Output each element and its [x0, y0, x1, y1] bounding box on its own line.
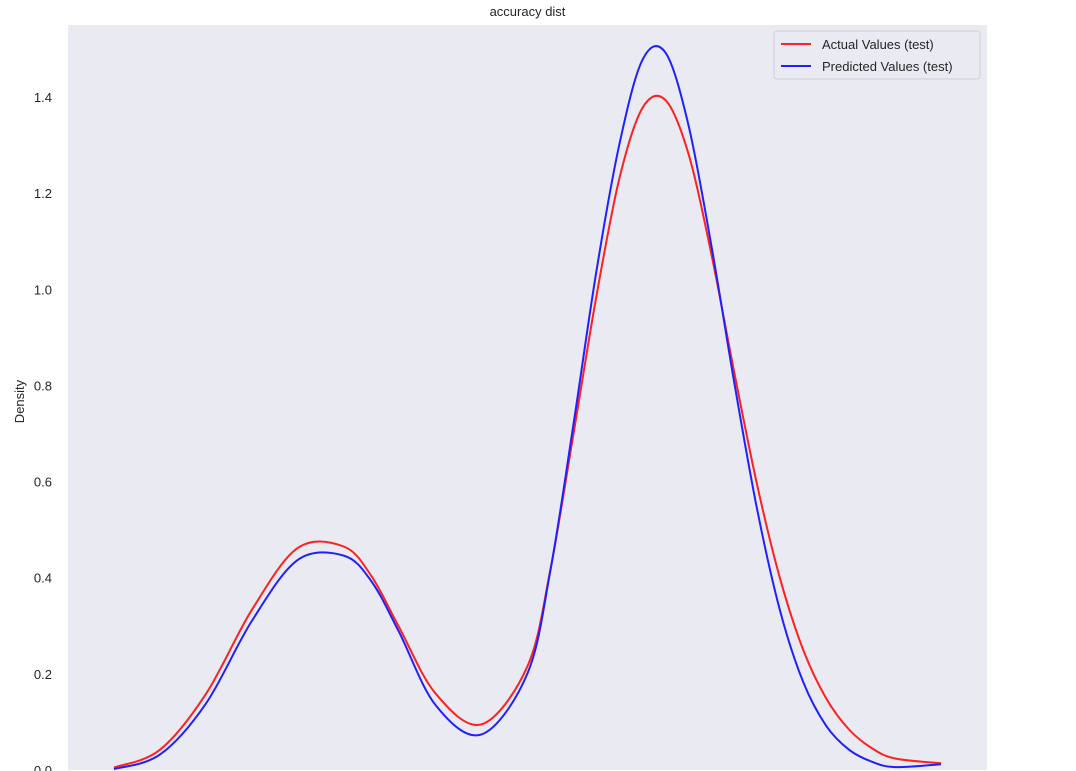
chart-title: accuracy dist [490, 4, 566, 19]
y-tick-label: 0.0 [34, 763, 52, 771]
series-line-predicted [113, 45, 942, 771]
y-tick-labels: 0.0 0.2 0.4 0.6 0.8 1.0 1.2 1.4 [34, 90, 52, 771]
series-line-actual [113, 94, 942, 769]
y-tick-label: 0.2 [34, 667, 52, 682]
y-tick-label: 0.8 [34, 378, 52, 393]
series-lines [113, 45, 942, 771]
legend: Actual Values (test) Predicted Values (te… [773, 30, 981, 80]
y-tick-label: 1.4 [34, 90, 52, 105]
y-tick-label: 0.4 [34, 571, 52, 586]
legend-label: Predicted Values (test) [822, 59, 953, 74]
plot-area [68, 25, 987, 770]
y-tick-label: 0.6 [34, 475, 52, 490]
legend-box [773, 30, 981, 80]
y-tick-label: 1.2 [34, 186, 52, 201]
y-tick-label: 1.0 [34, 282, 52, 297]
legend-label: Actual Values (test) [822, 37, 934, 52]
y-axis-label: Density [12, 379, 27, 423]
